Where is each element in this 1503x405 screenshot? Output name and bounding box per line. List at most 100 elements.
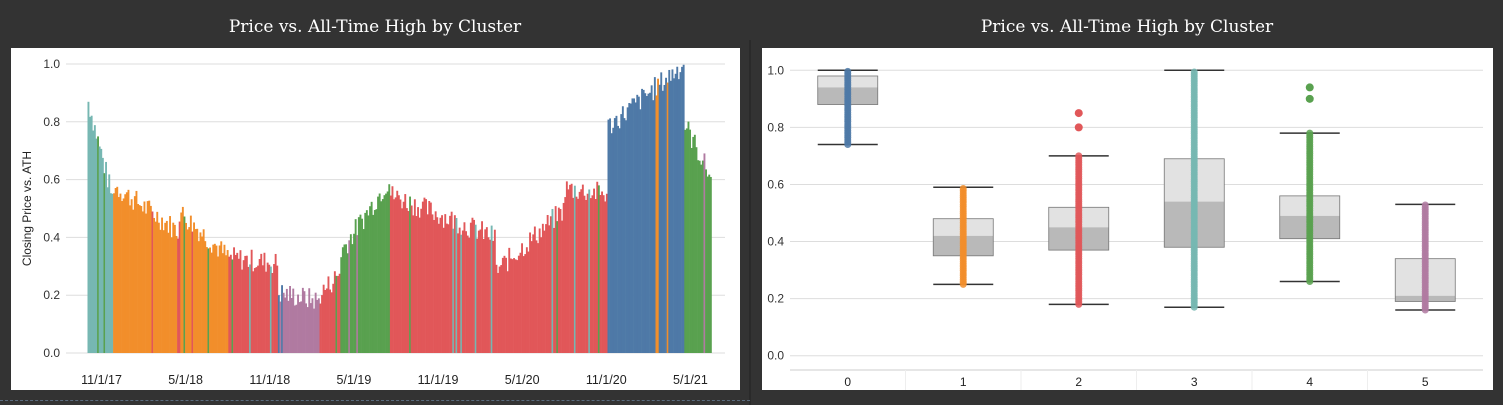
price-bar	[628, 103, 631, 353]
price-bar	[271, 273, 274, 353]
price-bar	[633, 98, 635, 353]
price-bar	[596, 181, 599, 353]
price-bar	[265, 271, 267, 353]
price-bar	[261, 265, 264, 353]
price-bar	[138, 205, 141, 353]
price-bar	[677, 79, 680, 353]
price-bar	[466, 235, 469, 353]
price-bar	[709, 176, 712, 353]
price-bar	[293, 305, 296, 353]
price-bar	[215, 245, 218, 353]
price-bar	[345, 244, 347, 353]
price-bar	[252, 271, 255, 353]
price-bar	[533, 226, 536, 353]
price-bar	[311, 298, 314, 353]
price-bar	[657, 78, 659, 353]
x-tick-label: 5	[1422, 375, 1429, 389]
price-bar	[329, 289, 331, 353]
price-bar	[604, 201, 607, 353]
price-bar	[249, 264, 251, 353]
price-bar	[148, 200, 151, 353]
price-bar	[612, 127, 615, 353]
price-bar	[383, 195, 386, 353]
price-bar	[706, 176, 709, 353]
price-bar	[684, 129, 687, 353]
price-bar	[205, 247, 208, 353]
price-bar	[586, 193, 589, 353]
y-tick-label: 0.4	[767, 235, 784, 249]
price-bar	[201, 236, 203, 353]
y-tick-label: 0.2	[43, 288, 60, 302]
price-bar	[501, 257, 504, 353]
price-bar	[540, 237, 543, 353]
price-bar	[263, 252, 266, 353]
price-bar	[423, 197, 426, 353]
price-bar	[564, 197, 567, 353]
price-bar	[218, 245, 221, 353]
price-bar	[474, 224, 477, 353]
price-bar	[421, 201, 424, 353]
price-bar	[530, 241, 533, 353]
price-bar	[340, 257, 343, 353]
price-bar	[420, 208, 423, 353]
price-bar	[133, 196, 136, 353]
price-bar	[458, 227, 461, 353]
price-bar	[364, 212, 367, 353]
price-bar	[471, 217, 474, 353]
price-bar	[585, 199, 587, 353]
price-bar	[605, 193, 608, 353]
price-bar	[313, 308, 315, 353]
price-bar	[610, 133, 613, 353]
price-bar	[346, 253, 349, 353]
price-bar	[505, 257, 507, 353]
price-bar	[409, 196, 411, 353]
price-bar	[428, 201, 431, 353]
price-bar	[548, 225, 551, 353]
price-bar	[551, 208, 554, 353]
price-bar	[634, 102, 637, 353]
y-tick-label: 0.4	[43, 230, 60, 244]
price-bar	[484, 229, 487, 353]
price-bar	[220, 241, 223, 353]
price-bar	[618, 128, 621, 353]
price-bar	[316, 299, 319, 353]
price-bar	[330, 292, 333, 353]
price-bar	[698, 160, 701, 353]
price-bar	[503, 255, 506, 353]
price-bar	[669, 80, 672, 353]
price-bar	[140, 206, 143, 353]
price-bar	[151, 211, 154, 353]
price-bar	[333, 271, 336, 353]
price-bar	[209, 247, 211, 353]
price-bar	[373, 210, 376, 353]
price-bar	[692, 136, 695, 353]
x-tick-label: 2	[1075, 375, 1082, 389]
outlier-point	[1305, 94, 1314, 103]
price-bar	[394, 197, 397, 353]
price-bar	[442, 227, 445, 353]
price-bar	[439, 217, 442, 353]
x-tick-label: 4	[1306, 375, 1313, 389]
price-bar	[389, 195, 392, 353]
price-bar	[644, 93, 647, 353]
x-tick-label: 5/1/19	[337, 373, 372, 387]
price-bar	[516, 260, 519, 353]
price-bar	[210, 252, 213, 353]
price-bar	[202, 229, 205, 353]
price-bar	[497, 272, 499, 353]
price-bar	[98, 146, 101, 353]
price-bar	[477, 230, 480, 353]
x-tick-label: 1	[960, 375, 967, 389]
price-bar	[204, 241, 207, 353]
data-point	[959, 184, 967, 192]
price-bar	[108, 174, 111, 353]
x-tick-label: 11/1/20	[586, 373, 627, 387]
price-bar	[601, 191, 603, 353]
price-bar	[365, 210, 368, 353]
price-bar	[236, 252, 239, 353]
price-bar	[593, 188, 595, 353]
price-bar	[153, 217, 155, 353]
price-bar	[268, 264, 271, 353]
price-bar	[141, 211, 144, 353]
price-bar	[554, 206, 557, 353]
